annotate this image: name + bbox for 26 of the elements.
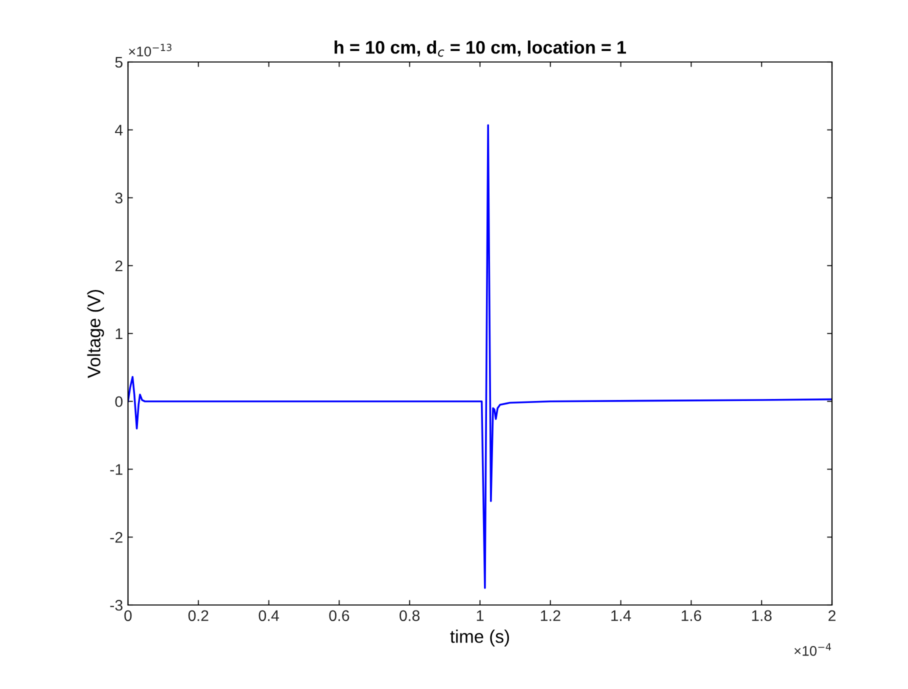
x-tick-label: 2 [828,610,836,621]
x-tick-label: 0.8 [400,610,420,622]
x-tick-label: 1.6 [682,610,702,622]
y-tick-label: 0 [115,396,123,408]
y-tick-label: 1 [116,328,122,340]
x-axis-title: time (s) [450,630,509,646]
x-tick-label: 1.2 [540,610,560,621]
y-tick-label: 3 [115,192,122,204]
line-series [128,124,832,589]
x-tick-label: 0 [124,610,132,622]
x-tick-label: 0.6 [329,610,350,622]
y-axis-title: Voltage (V) [87,290,104,378]
x-tick-label: 0.2 [188,610,208,622]
x-tick-label: 1.8 [752,610,772,622]
y-tick-label: 2 [115,260,122,272]
x-tick-label: 1.4 [611,610,631,621]
x-tick-label: 1 [476,610,484,621]
x-tick-label: 0.4 [258,610,279,622]
chart-title: h = 10 cm, d$_{c}$ = 10 cm, location = 1 [334,40,626,57]
y-tick-label: 5 [115,57,122,68]
y-tick-label: -3 [110,600,122,611]
y-tick-label: -2 [110,532,122,543]
y-tick-label: -1 [110,464,122,475]
text: ×10$^{−4}$ [794,643,832,656]
y-tick-label: 4 [114,124,123,136]
text: ×10$^{−13}$ [128,44,172,56]
